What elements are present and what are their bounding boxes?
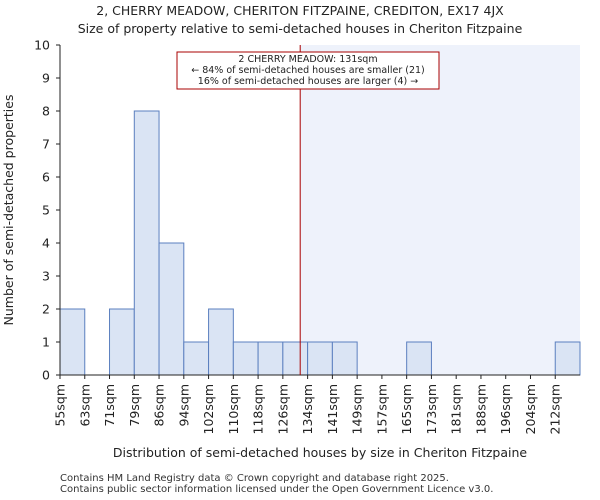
x-tick-label: 165sqm (399, 384, 414, 434)
x-tick-label: 94sqm (176, 384, 191, 427)
x-tick-label: 79sqm (127, 384, 142, 427)
annotation-property-label: 2 CHERRY MEADOW: 131sqm (238, 54, 377, 65)
bar-165sqm (406, 341, 432, 376)
bar-134sqm (307, 341, 333, 376)
chart-subtitle: Size of property relative to semi-detach… (77, 21, 523, 36)
y-tick-label: 7 (42, 137, 50, 152)
bar-212sqm (554, 341, 581, 376)
x-axis-label: Distribution of semi-detached houses by … (113, 445, 528, 460)
x-tick-label: 71sqm (102, 384, 117, 427)
y-axis-label: Number of semi-detached properties (1, 95, 16, 326)
y-tick-label: 0 (42, 368, 50, 383)
y-tick-label: 10 (34, 38, 50, 53)
footer-licence: Contains public sector information licen… (60, 484, 494, 495)
x-tick-label: 102sqm (201, 384, 216, 434)
bar-110sqm (232, 341, 259, 376)
y-tick-label: 2 (42, 302, 50, 317)
x-tick-label: 212sqm (548, 384, 563, 434)
annotation-larger-label: 16% of semi-detached houses are larger (… (198, 76, 418, 87)
annotation-smaller-label: ← 84% of semi-detached houses are smalle… (191, 65, 425, 76)
y-tick-label: 5 (42, 203, 50, 218)
x-tick-label: 141sqm (325, 384, 340, 434)
bar-79sqm (133, 110, 160, 376)
bar-126sqm (282, 341, 309, 376)
x-tick-label: 110sqm (226, 384, 241, 434)
x-tick-label: 188sqm (473, 384, 488, 434)
x-tick-label: 196sqm (498, 384, 513, 434)
footer-copyright: Contains HM Land Registry data © Crown c… (60, 473, 449, 484)
y-tick-label: 1 (42, 335, 50, 350)
y-tick-label: 4 (42, 236, 50, 251)
y-tick-label: 3 (42, 269, 50, 284)
bar-141sqm (331, 341, 358, 376)
larger-region-shading (300, 45, 580, 375)
x-tick-label: 118sqm (251, 384, 266, 434)
bar-86sqm (158, 242, 185, 376)
x-tick-label: 157sqm (374, 384, 389, 434)
bar-94sqm (183, 341, 210, 376)
y-tick-label: 9 (42, 71, 50, 86)
y-tick-label: 8 (42, 104, 50, 119)
x-tick-label: 181sqm (449, 384, 464, 434)
bar-102sqm (208, 308, 234, 376)
bar-55sqm (59, 308, 86, 376)
x-tick-label: 55sqm (53, 384, 68, 427)
bar-71sqm (109, 308, 135, 376)
annotation-box (176, 51, 440, 90)
x-tick-label: 86sqm (152, 384, 167, 427)
x-tick-label: 149sqm (350, 384, 365, 434)
y-tick-label: 6 (42, 170, 50, 185)
bar-118sqm (257, 341, 284, 376)
x-tick-label: 63sqm (77, 384, 92, 427)
x-tick-label: 204sqm (523, 384, 538, 434)
x-tick-label: 173sqm (424, 384, 439, 434)
chart-title: 2, CHERRY MEADOW, CHERITON FITZPAINE, CR… (96, 3, 504, 18)
x-tick-label: 126sqm (275, 384, 290, 434)
x-tick-label: 134sqm (300, 384, 315, 434)
